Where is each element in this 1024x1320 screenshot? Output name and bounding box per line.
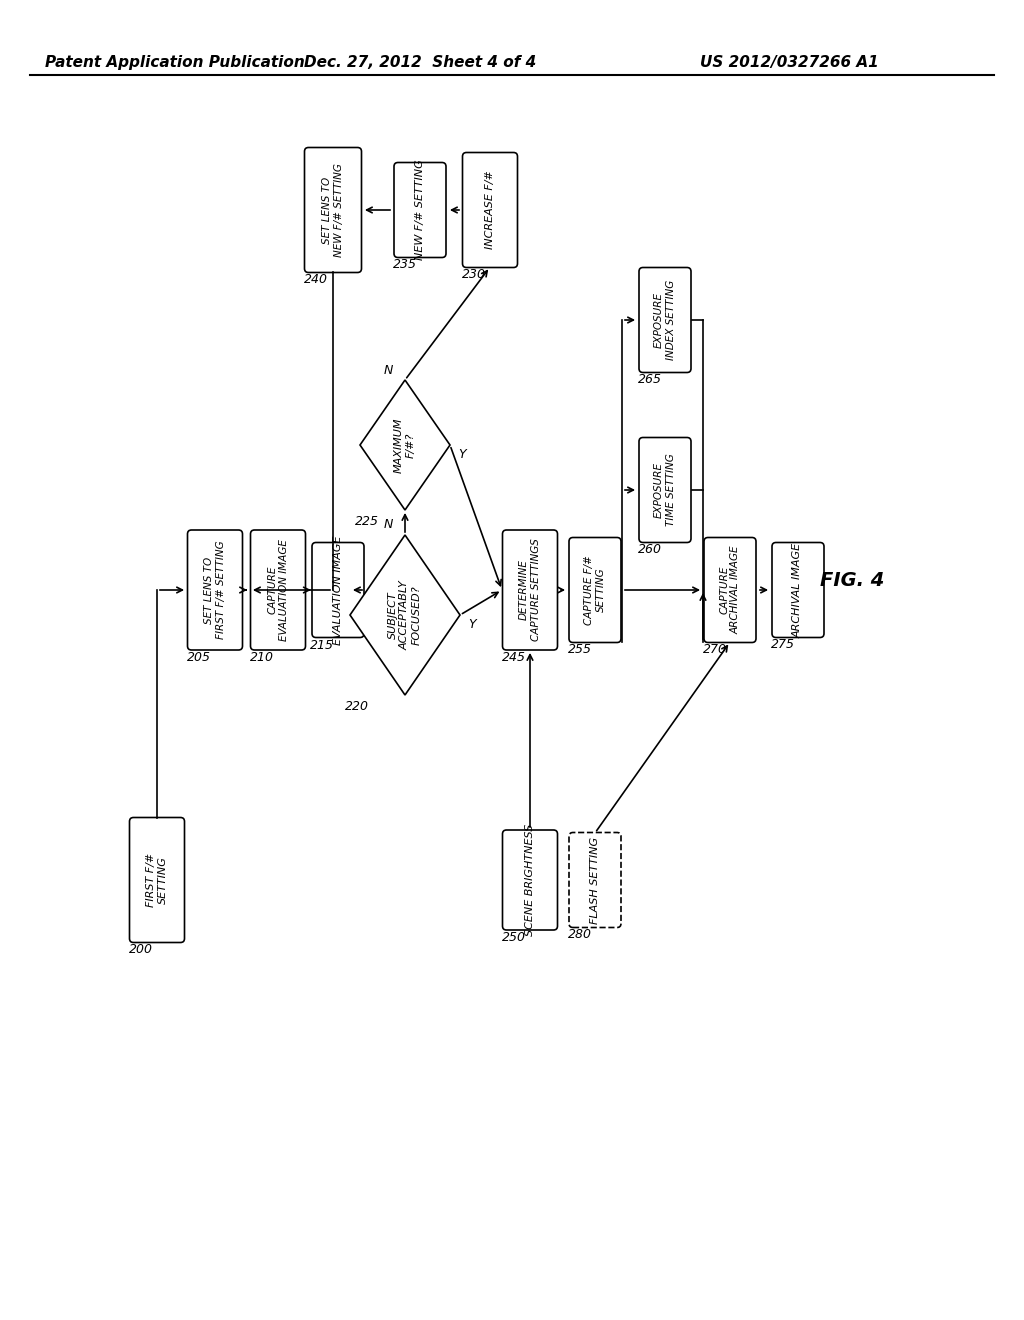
Text: SET LENS TO
FIRST F/# SETTING: SET LENS TO FIRST F/# SETTING	[204, 541, 226, 639]
FancyBboxPatch shape	[772, 543, 824, 638]
Text: ARCHIVAL IMAGE: ARCHIVAL IMAGE	[793, 543, 803, 638]
Text: FIG. 4: FIG. 4	[820, 570, 885, 590]
Polygon shape	[360, 380, 450, 510]
Text: Y: Y	[468, 619, 475, 631]
FancyBboxPatch shape	[503, 830, 557, 931]
Text: SCENE BRIGHTNESS: SCENE BRIGHTNESS	[525, 824, 535, 936]
Text: 265: 265	[638, 374, 662, 385]
FancyBboxPatch shape	[503, 531, 557, 649]
Text: 240: 240	[304, 273, 328, 286]
Text: 205: 205	[187, 651, 211, 664]
FancyBboxPatch shape	[705, 537, 756, 643]
Text: SET LENS TO
NEW F/# SETTING: SET LENS TO NEW F/# SETTING	[323, 164, 344, 257]
FancyBboxPatch shape	[187, 531, 243, 649]
Text: 260: 260	[638, 543, 662, 556]
Text: EXPOSURE
INDEX SETTING: EXPOSURE INDEX SETTING	[654, 280, 676, 360]
Text: 255: 255	[568, 643, 592, 656]
Polygon shape	[350, 535, 460, 696]
FancyBboxPatch shape	[251, 531, 305, 649]
Text: FIRST F/#
SETTING: FIRST F/# SETTING	[146, 853, 168, 907]
FancyBboxPatch shape	[639, 437, 691, 543]
Text: 250: 250	[502, 931, 526, 944]
FancyBboxPatch shape	[394, 162, 446, 257]
Text: 230: 230	[462, 268, 486, 281]
Text: CAPTURE F/#
SETTING: CAPTURE F/# SETTING	[585, 556, 606, 624]
FancyBboxPatch shape	[129, 817, 184, 942]
Text: NEW F/# SETTING: NEW F/# SETTING	[415, 160, 425, 260]
FancyBboxPatch shape	[569, 537, 621, 643]
Text: INCREASE F/#: INCREASE F/#	[485, 170, 495, 249]
Text: Patent Application Publication: Patent Application Publication	[45, 55, 305, 70]
Text: MAXIMUM
F/#?: MAXIMUM F/#?	[394, 417, 416, 473]
Text: N: N	[384, 519, 393, 532]
Text: CAPTURE
ARCHIVAL IMAGE: CAPTURE ARCHIVAL IMAGE	[719, 545, 740, 634]
Text: EVALUATION IMAGE: EVALUATION IMAGE	[333, 535, 343, 644]
FancyBboxPatch shape	[463, 153, 517, 268]
Text: Dec. 27, 2012  Sheet 4 of 4: Dec. 27, 2012 Sheet 4 of 4	[304, 55, 537, 70]
Text: 245: 245	[502, 651, 526, 664]
Text: DETERMINE
CAPTURE SETTINGS: DETERMINE CAPTURE SETTINGS	[519, 539, 541, 642]
Text: SUBJECT
ACCEPTABLY
FOCUSED?: SUBJECT ACCEPTABLY FOCUSED?	[388, 579, 422, 649]
Text: 200: 200	[129, 942, 153, 956]
Text: N: N	[384, 363, 393, 376]
Text: 220: 220	[345, 700, 369, 713]
Text: 270: 270	[703, 643, 727, 656]
Text: FLASH SETTING: FLASH SETTING	[590, 837, 600, 924]
Text: 225: 225	[355, 515, 379, 528]
Text: 210: 210	[250, 651, 274, 664]
Text: CAPTURE
EVALUATION IMAGE: CAPTURE EVALUATION IMAGE	[267, 539, 289, 642]
Text: 275: 275	[771, 638, 795, 651]
FancyBboxPatch shape	[569, 833, 621, 928]
Text: 215: 215	[310, 639, 334, 652]
Text: EXPOSURE
TIME SETTING: EXPOSURE TIME SETTING	[654, 454, 676, 527]
FancyBboxPatch shape	[639, 268, 691, 372]
Text: 280: 280	[568, 928, 592, 941]
FancyBboxPatch shape	[312, 543, 364, 638]
Text: US 2012/0327266 A1: US 2012/0327266 A1	[700, 55, 879, 70]
Text: 235: 235	[393, 257, 417, 271]
Text: Y: Y	[458, 449, 466, 462]
FancyBboxPatch shape	[304, 148, 361, 272]
